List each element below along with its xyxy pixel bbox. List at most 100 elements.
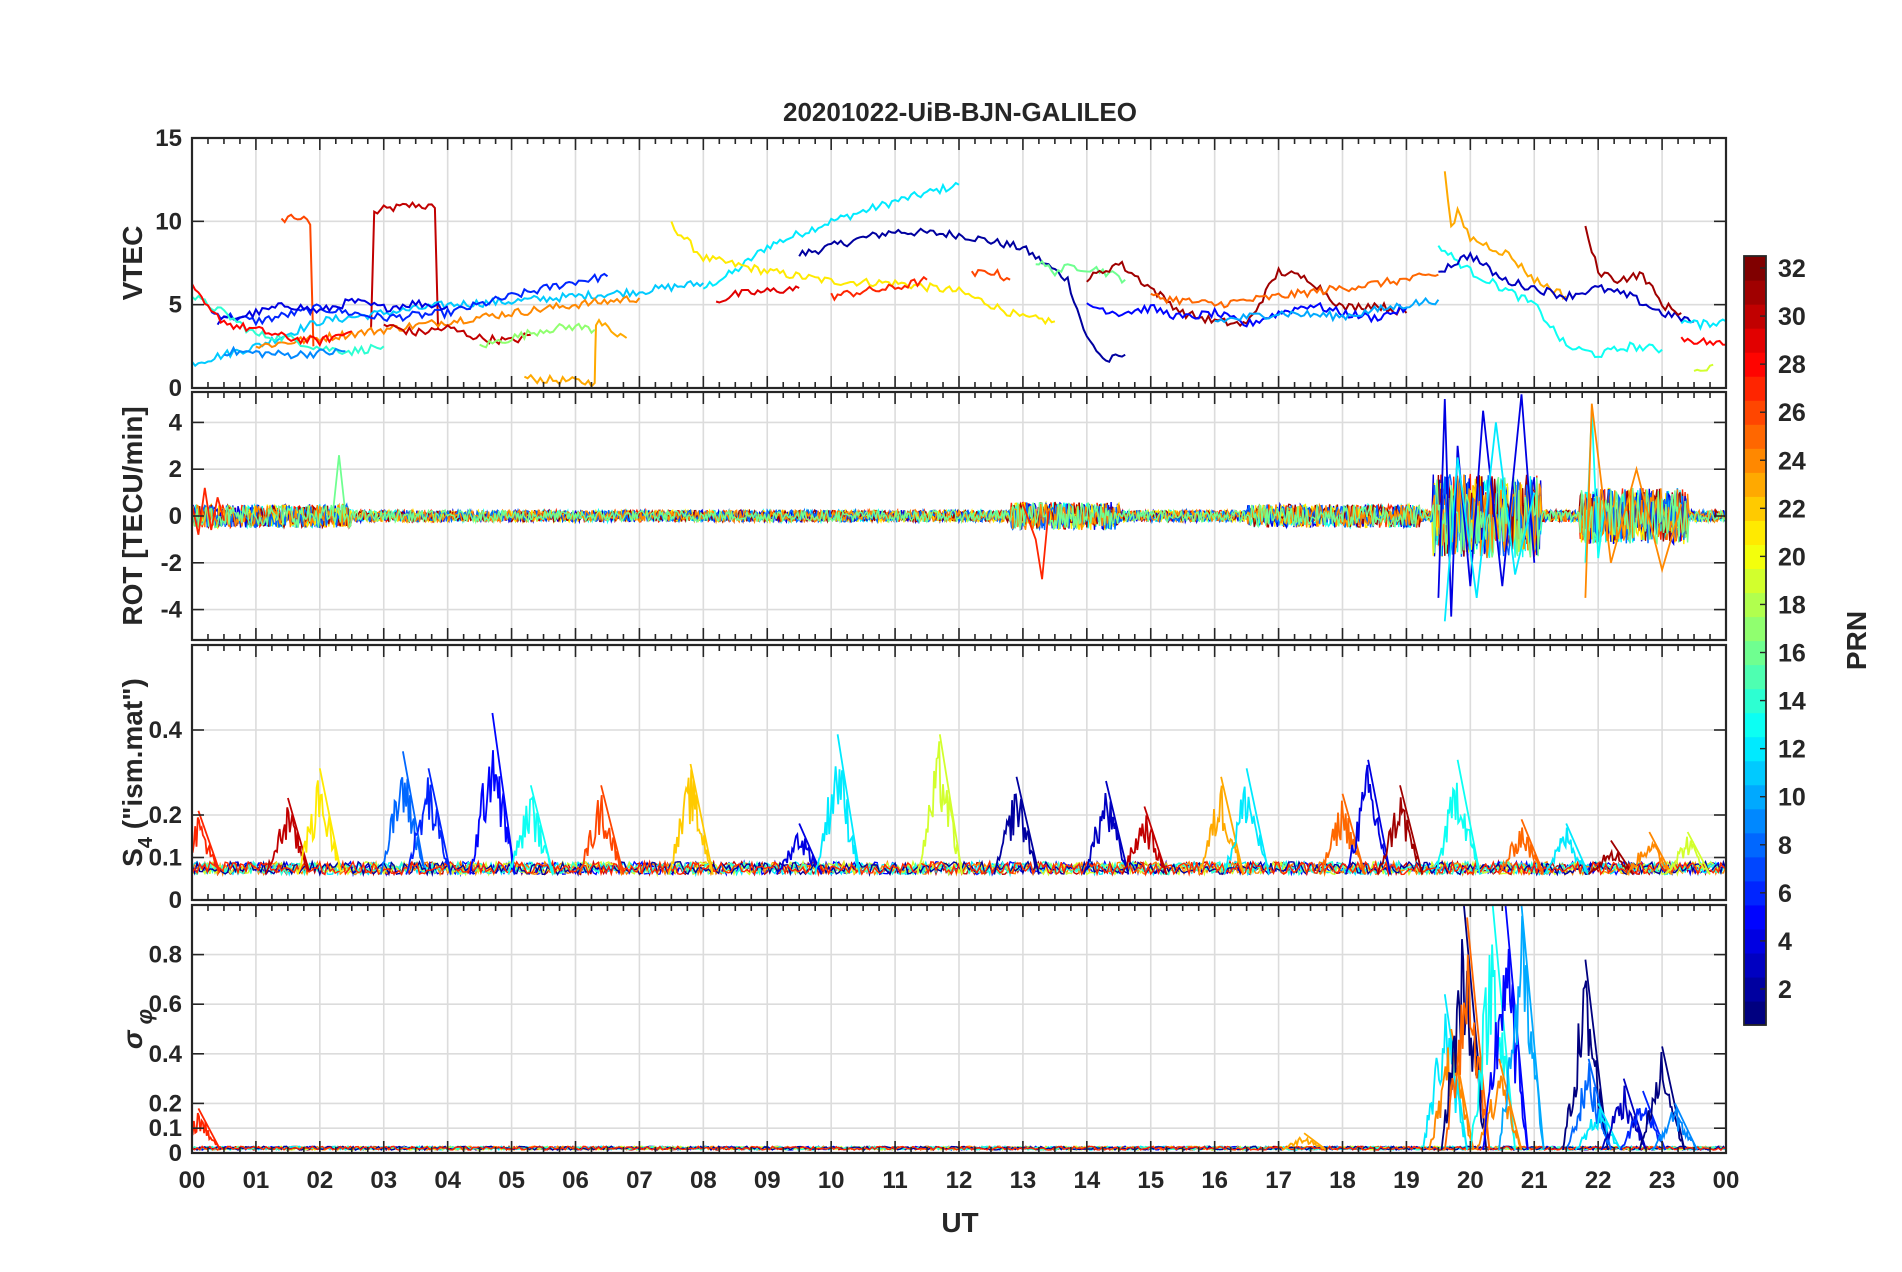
rot-spike-prn-27 <box>1022 503 1050 580</box>
peak-prn-12 <box>1421 994 1468 1151</box>
vtec-series-prn-17 <box>479 322 596 349</box>
y-tick-label: -4 <box>161 597 183 624</box>
vtec-series-prn-12 <box>702 181 960 290</box>
colorbar-swatch-prn-12 <box>1744 736 1766 762</box>
y-tick-label: 4 <box>169 409 183 436</box>
chart-title: 20201022-UiB-BJN-GALILEO <box>783 97 1137 127</box>
peak-prn-8 <box>379 751 425 875</box>
rot-noise-prn-16 <box>192 476 1726 558</box>
peak-prn-31 <box>1376 785 1424 875</box>
vtec-series-prn-30 <box>370 201 440 330</box>
colorbar-swatch-prn-14 <box>1744 688 1766 714</box>
y-tick-label: 0.4 <box>149 717 183 744</box>
x-axis-label: UT <box>941 1207 978 1238</box>
colorbar-swatch-prn-30 <box>1744 304 1766 329</box>
peak-prn-19 <box>916 734 964 875</box>
colorbar-swatch-prn-24 <box>1744 448 1766 473</box>
peak-prn-5 <box>469 712 516 875</box>
x-tick-label: 06 <box>562 1167 589 1194</box>
peak-prn-13 <box>1434 759 1481 875</box>
vtec-series-prn-14 <box>192 294 385 357</box>
x-tick-label: 01 <box>243 1167 270 1194</box>
colorbar-label: PRN <box>1841 611 1872 670</box>
s4-subscript: 4 <box>135 836 157 848</box>
peak-prn-12 <box>1223 768 1270 875</box>
x-tick-label: 08 <box>690 1167 717 1194</box>
vtec-series-prn-6 <box>210 272 609 327</box>
colorbar-tick-label: 4 <box>1778 928 1792 956</box>
colorbar-swatch-prn-18 <box>1744 592 1766 618</box>
peak-prn-13 <box>507 785 554 875</box>
panel-3: 00.10.20.4S4 ("ism.mat") <box>117 643 1728 914</box>
peak-prn-23 <box>1281 1132 1328 1151</box>
vtec-series-prn-25 <box>1150 272 1439 309</box>
peak-prn-31 <box>1587 840 1635 876</box>
peak-prn-30 <box>1121 806 1168 875</box>
peak-prn-12 <box>1543 823 1590 876</box>
vtec-series-prn-16 <box>1035 259 1126 285</box>
x-tick-label: 14 <box>1073 1167 1100 1194</box>
y-tick-label: 15 <box>155 125 182 152</box>
x-tick-label: 15 <box>1137 1167 1164 1194</box>
x-tick-label: 20 <box>1457 1167 1484 1194</box>
rot-spike-prn-12 <box>1443 422 1536 622</box>
peak-prn-3 <box>1600 1078 1647 1151</box>
peak-prn-3 <box>1082 780 1130 875</box>
peak-prn-24 <box>1626 831 1673 876</box>
colorbar-swatch-prn-19 <box>1744 568 1766 594</box>
colorbar-swatch-prn-8 <box>1744 832 1766 858</box>
colorbar-swatch-prn-26 <box>1744 400 1766 425</box>
colorbar-swatch-prn-13 <box>1744 712 1766 738</box>
peak-prn-10 <box>1498 905 1545 1151</box>
panel-4: 00.10.2 0.4 0.6 0.8 σ φ 00 01 02 03 04 05 06 07 08 09 1… <box>117 903 1739 1194</box>
vtec-series-prn-9 <box>223 345 346 360</box>
peak-prn-2 <box>993 776 1040 875</box>
vtec-series-prn-10 <box>1214 296 1440 324</box>
peak-prn-25 <box>1498 818 1545 875</box>
colorbar-tick-label: 32 <box>1778 255 1806 283</box>
x-tick-label: 00 <box>179 1167 206 1194</box>
vtec-series-prn-27 <box>830 275 928 302</box>
vtec-series-prn-28 <box>1680 336 1726 347</box>
colorbar-swatch-prn-10 <box>1744 784 1766 810</box>
colorbar-swatch-prn-6 <box>1744 880 1766 906</box>
vtec-series-prn-23 <box>523 318 628 388</box>
y-tick-label: 5 <box>169 292 182 319</box>
colorbar-tick-label: 24 <box>1778 447 1806 475</box>
rot-spike-prn-4 <box>1437 394 1536 617</box>
colorbar-swatch-prn-1 <box>1744 1000 1766 1026</box>
vtec-series-prn-26 <box>280 213 315 347</box>
x-tick-label: 21 <box>1521 1167 1548 1194</box>
colorbar-swatch-prn-20 <box>1744 544 1766 570</box>
phi-subscript: φ <box>132 1009 157 1031</box>
y-tick-label: 0.8 <box>149 942 182 969</box>
colorbar-swatch-prn-28 <box>1744 352 1766 377</box>
panel-2: -4 -2 0 2 4 ROT [TECU/min] <box>117 390 1728 642</box>
x-tick-label: 03 <box>370 1167 397 1194</box>
peak-prn-25 <box>1319 793 1366 875</box>
y-tick-label: 0 <box>169 375 182 402</box>
colorbar-swatch-prn-25 <box>1744 424 1766 449</box>
y-tick-label: 0.2 <box>149 1090 182 1117</box>
y-axis-label: σ φ <box>117 1009 157 1049</box>
x-tick-label: 02 <box>306 1167 333 1194</box>
colorbar-swatch-prn-15 <box>1744 664 1766 690</box>
vtec-series-prn-13 <box>1437 245 1663 359</box>
data-layer <box>192 394 1726 622</box>
colorbar-swatch-prn-29 <box>1744 328 1766 353</box>
vtec-series-prn-11 <box>192 279 704 368</box>
x-tick-label: 16 <box>1201 1167 1228 1194</box>
x-tick-label: 23 <box>1649 1167 1676 1194</box>
peak-prn-22 <box>667 763 714 875</box>
rot-spike-prn-27 <box>192 487 225 535</box>
sigma-symbol: σ <box>117 1029 148 1049</box>
peak-prn-6 <box>405 768 452 875</box>
colorbar-tick-label: 6 <box>1778 880 1792 908</box>
s4-source: ("ism.mat") <box>117 678 148 837</box>
vtec-series-prn-12 <box>1680 318 1726 332</box>
x-tick-label: 12 <box>946 1167 973 1194</box>
x-tick-label: 13 <box>1010 1167 1037 1194</box>
peak-prn-27 <box>192 1107 221 1149</box>
